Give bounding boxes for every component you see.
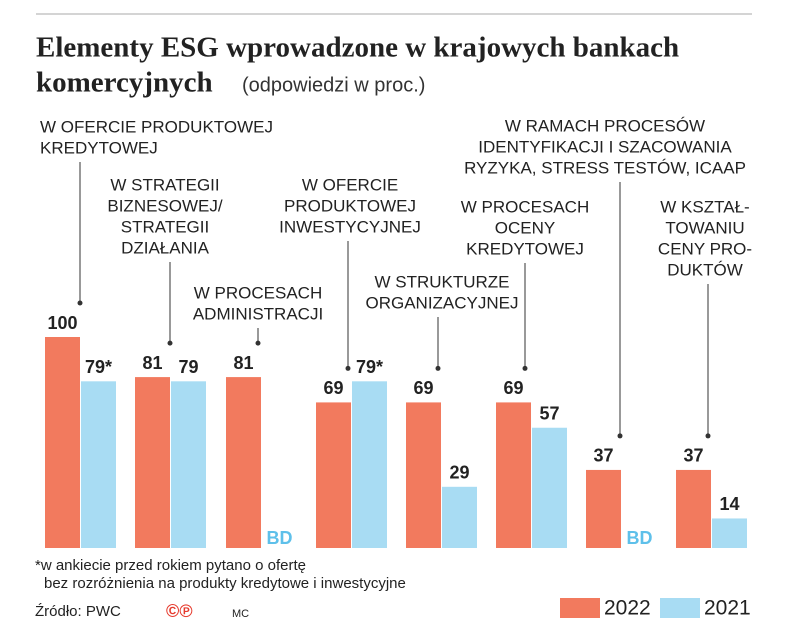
category-label: W STRUKTURZE bbox=[374, 272, 509, 291]
category-label: KREDYTOWEJ bbox=[466, 239, 584, 258]
value-label: 81 bbox=[233, 353, 253, 373]
logo: ©℗ bbox=[166, 601, 193, 621]
category-label: ORGANIZACYJNEJ bbox=[365, 293, 518, 312]
category-label: W KSZTAŁ- bbox=[660, 197, 749, 216]
bar bbox=[81, 381, 116, 548]
value-label: BD bbox=[627, 528, 653, 548]
value-label: 79* bbox=[85, 357, 112, 377]
bar bbox=[532, 427, 567, 548]
bar bbox=[712, 518, 747, 548]
chart-title: komercyjnych bbox=[36, 67, 213, 99]
bar bbox=[676, 469, 711, 548]
leader-dot bbox=[167, 340, 173, 346]
value-label: 69 bbox=[323, 378, 343, 398]
leader-dot bbox=[435, 365, 441, 371]
category-label: IDENTYFIKACJI I SZACOWANIA bbox=[478, 137, 732, 156]
legend-label: 2022 bbox=[604, 597, 651, 620]
chart-subtitle: (odpowiedzi w proc.) bbox=[242, 74, 425, 96]
footnote: *w ankiecie przed rokiem pytano o ofertę bbox=[35, 557, 306, 574]
value-label: 57 bbox=[539, 403, 559, 423]
category-label: W PROCESACH bbox=[194, 283, 322, 302]
legend-swatch bbox=[560, 598, 600, 618]
category-label: INWESTYCYJNEJ bbox=[279, 217, 421, 236]
value-label: 69 bbox=[503, 378, 523, 398]
bar bbox=[496, 402, 531, 548]
bar bbox=[442, 486, 477, 548]
category-label: TOWANIU bbox=[665, 218, 744, 237]
bar bbox=[226, 377, 261, 548]
value-label: 79* bbox=[356, 357, 383, 377]
leader-dot bbox=[705, 433, 711, 439]
category-label: ADMINISTRACJI bbox=[193, 304, 323, 323]
bar bbox=[135, 377, 170, 548]
value-label: 29 bbox=[449, 463, 469, 483]
bar bbox=[406, 402, 441, 548]
category-label: STRATEGII bbox=[121, 217, 209, 236]
bar bbox=[45, 337, 80, 548]
value-label: 14 bbox=[719, 494, 739, 514]
category-label: RYZYKA, STRESS TESTÓW, ICAAP bbox=[464, 158, 746, 177]
category-label: W OFERCIE bbox=[302, 175, 398, 194]
category-label: BIZNESOWEJ/ bbox=[107, 196, 223, 215]
value-label: 69 bbox=[413, 378, 433, 398]
value-label: 81 bbox=[142, 353, 162, 373]
chart-title: Elementy ESG wprowadzone w krajowych ban… bbox=[36, 32, 679, 64]
category-label: DZIAŁANIA bbox=[121, 238, 210, 257]
category-label: W PROCESACH bbox=[461, 197, 589, 216]
bar bbox=[316, 402, 351, 548]
leader-dot bbox=[345, 365, 351, 371]
category-label: OCENY bbox=[495, 218, 555, 237]
legend-swatch bbox=[660, 598, 700, 618]
leader-dot bbox=[617, 433, 623, 439]
leader-dot bbox=[77, 300, 83, 306]
value-label: 37 bbox=[593, 446, 613, 466]
bar bbox=[171, 381, 206, 548]
bar bbox=[352, 381, 387, 548]
category-label: KREDYTOWEJ bbox=[40, 138, 158, 157]
value-label: 79 bbox=[178, 357, 198, 377]
author: MC bbox=[232, 608, 249, 620]
value-label: 37 bbox=[683, 446, 703, 466]
source: Źródło: PWC bbox=[35, 603, 121, 620]
legend-label: 2021 bbox=[704, 597, 751, 620]
category-label: W RAMACH PROCESÓW bbox=[505, 116, 705, 135]
category-label: W OFERCIE PRODUKTOWEJ bbox=[40, 117, 273, 136]
value-label: 100 bbox=[47, 313, 77, 333]
category-label: PRODUKTOWEJ bbox=[284, 196, 416, 215]
leader-dot bbox=[522, 365, 528, 371]
footnote: bez rozróżnienia na produkty kredytowe i… bbox=[44, 575, 406, 592]
leader-dot bbox=[255, 340, 261, 346]
category-label: DUKTÓW bbox=[667, 260, 743, 279]
bar bbox=[586, 469, 621, 548]
value-label: BD bbox=[267, 528, 293, 548]
category-label: CENY PRO- bbox=[658, 239, 752, 258]
category-label: W STRATEGII bbox=[110, 175, 219, 194]
